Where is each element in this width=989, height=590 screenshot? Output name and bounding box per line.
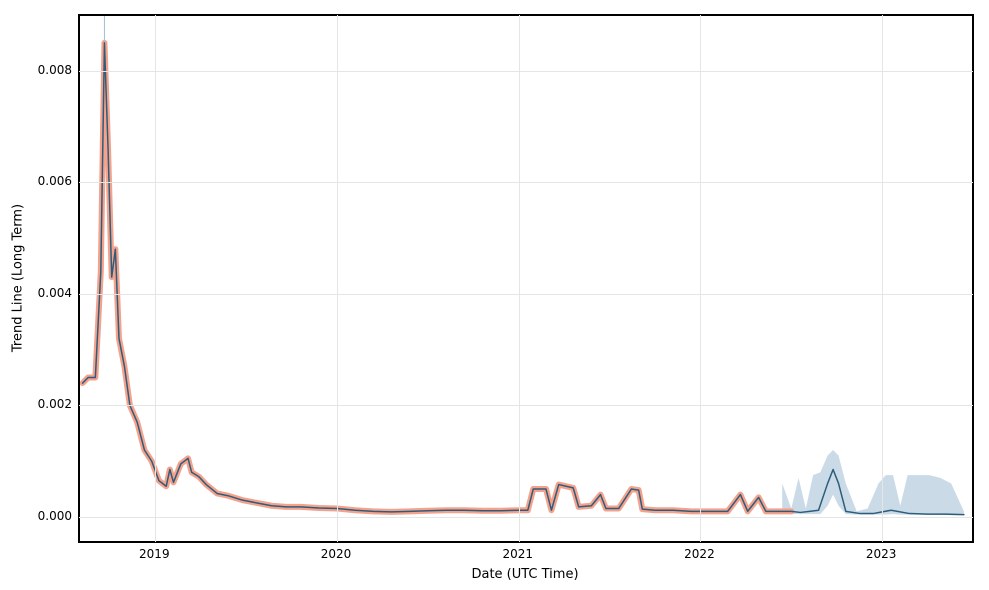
x-gridline	[882, 15, 883, 542]
x-gridline	[337, 15, 338, 542]
trend-highlight	[83, 43, 792, 512]
y-axis-label: Trend Line (Long Term)	[11, 203, 26, 351]
x-gridline	[519, 15, 520, 542]
x-tick-label: 2020	[321, 547, 352, 561]
y-tick-label: 0.000	[38, 509, 72, 523]
y-gridline	[79, 182, 973, 183]
y-tick-label: 0.006	[38, 174, 72, 188]
x-axis-label: Date (UTC Time)	[471, 567, 578, 582]
y-tick-label: 0.008	[38, 63, 72, 77]
y-tick-label: 0.004	[38, 286, 72, 300]
y-gridline	[79, 405, 973, 406]
x-gridline	[700, 15, 701, 542]
uncertainty-band	[782, 450, 964, 515]
trend-line	[83, 43, 964, 515]
x-tick-label: 2021	[502, 547, 533, 561]
x-tick-label: 2022	[684, 547, 715, 561]
x-tick-label: 2023	[866, 547, 897, 561]
y-tick-label: 0.002	[38, 397, 72, 411]
figure: Trend Line (Long Term) Date (UTC Time) 2…	[0, 0, 989, 590]
y-gridline	[79, 71, 973, 72]
y-gridline	[79, 517, 973, 518]
plot-area	[78, 14, 974, 543]
y-gridline	[79, 294, 973, 295]
x-tick-label: 2019	[139, 547, 170, 561]
plot-svg	[79, 15, 973, 542]
x-gridline	[155, 15, 156, 542]
